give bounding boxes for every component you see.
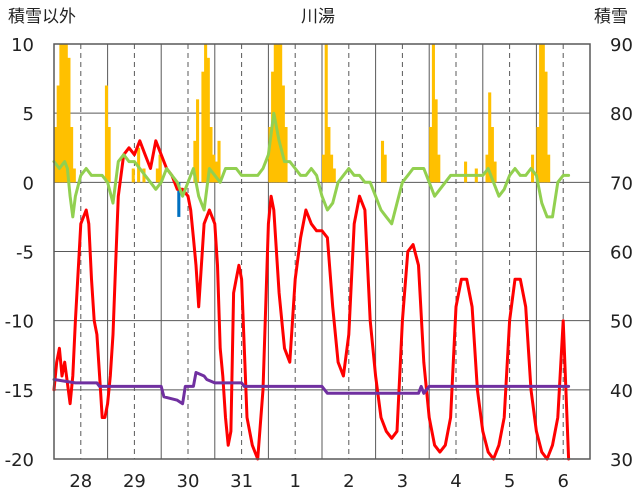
precip-bar: [380, 140, 385, 183]
precip-bar: [268, 127, 272, 183]
precip-bar: [196, 99, 200, 183]
precip-bar: [193, 140, 197, 183]
left-axis-label: 積雪以外: [8, 7, 76, 27]
precip-bar: [324, 44, 328, 183]
right-tick-label: 50: [610, 312, 633, 333]
day-label: 5: [504, 471, 515, 492]
precip-bar: [429, 127, 433, 183]
precip-bar: [107, 127, 111, 183]
precip-bar: [332, 168, 336, 183]
precipitation-bars: [54, 44, 551, 217]
right-axis-label: 積雪: [594, 7, 628, 27]
precip-bar: [431, 44, 435, 183]
left-tick-label: -10: [5, 312, 34, 333]
chart-title: 川湯: [301, 7, 335, 27]
precip-bar: [67, 57, 71, 183]
precip-bar: [217, 140, 221, 183]
precip-bar: [54, 127, 58, 183]
precip-bar: [536, 127, 540, 183]
precip-bar: [539, 44, 543, 183]
right-tick-label: 30: [610, 450, 633, 471]
left-tick-label: 5: [23, 104, 34, 125]
precip-bar: [131, 168, 135, 183]
day-label: 2: [343, 471, 354, 492]
left-y-ticks: 10 5 0 -5 -10 -15 -20: [5, 35, 34, 471]
day-label: 3: [397, 471, 408, 492]
precip-bar: [322, 154, 326, 183]
right-tick-label: 80: [610, 104, 633, 125]
precip-bar: [488, 92, 492, 183]
precip-bar: [327, 127, 331, 183]
precip-bar: [204, 44, 208, 183]
series-line-2: [52, 111, 571, 226]
precip-bar: [70, 127, 74, 183]
day-label: 29: [123, 471, 146, 492]
precip-bar: [62, 44, 66, 183]
precip-bar: [64, 44, 68, 183]
right-tick-label: 70: [610, 173, 633, 194]
left-tick-label: -15: [5, 381, 34, 402]
day-label: 30: [177, 471, 200, 492]
plot-frame: [53, 43, 591, 460]
precip-bar: [493, 161, 497, 183]
right-y-ticks: 90 80 70 60 50 40 30: [610, 35, 633, 471]
day-label: 28: [69, 471, 92, 492]
precip-bar: [434, 99, 438, 183]
precip-bar: [437, 154, 441, 183]
precip-bar: [155, 168, 159, 183]
precip-bar: [383, 154, 387, 183]
left-tick-label: 10: [11, 35, 34, 56]
precip-bar: [276, 44, 280, 183]
precip-bar: [72, 168, 76, 183]
precip-bar: [544, 71, 548, 183]
series-line-1: [52, 139, 571, 461]
right-tick-label: 40: [610, 381, 633, 402]
precip-bar: [56, 85, 60, 183]
gridlines: [54, 44, 590, 459]
precip-bar: [201, 71, 205, 183]
precip-bar: [59, 44, 63, 183]
precip-bar: [212, 154, 216, 183]
day-label: 4: [450, 471, 461, 492]
precip-bar: [206, 57, 210, 183]
day-label: 6: [557, 471, 568, 492]
precip-bar: [214, 161, 218, 183]
series-line-3: [52, 371, 571, 406]
day-label: 1: [289, 471, 300, 492]
x-day-ticks: 28 29 30 31 1 2 3 4 5 6: [69, 471, 569, 492]
precip-bar: [279, 44, 283, 183]
left-tick-label: 0: [23, 173, 34, 194]
left-tick-label: -20: [5, 450, 34, 471]
precip-bar: [177, 182, 181, 217]
precip-bar: [464, 161, 468, 183]
precip-bar: [104, 85, 108, 183]
right-tick-label: 60: [610, 243, 633, 264]
precip-bar: [541, 44, 545, 183]
precip-bar: [284, 127, 288, 183]
precip-bar: [490, 127, 494, 183]
precip-bar: [547, 154, 551, 183]
precip-bar: [281, 85, 285, 183]
precip-bar: [330, 154, 334, 183]
day-label: 31: [230, 471, 253, 492]
series-lines: [52, 111, 571, 461]
right-tick-label: 90: [610, 35, 633, 56]
precip-bar: [209, 127, 213, 183]
precip-bar: [158, 154, 162, 183]
left-tick-label: -5: [16, 243, 34, 264]
